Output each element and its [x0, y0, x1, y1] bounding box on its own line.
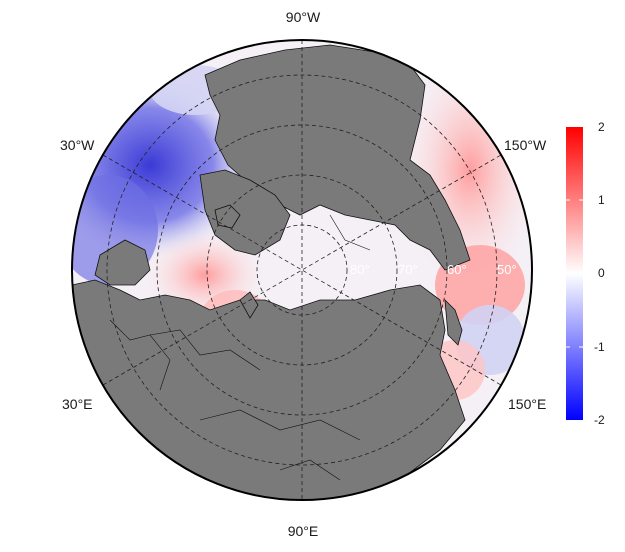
lat-circle-60	[156, 124, 448, 416]
colorbar-tick-neg1: -1	[594, 340, 605, 354]
land-eurasia	[72, 279, 466, 500]
land-masses	[72, 44, 471, 500]
land-novaya-zemlya	[239, 291, 259, 319]
colorbar-tick-2: 2	[598, 120, 605, 134]
lon-label-150w: 150°W	[504, 137, 547, 153]
land-scandinavia	[94, 239, 151, 286]
graticule	[102, 40, 502, 500]
colorbar-tick-neg2: -2	[594, 413, 605, 427]
lon-label-90w: 90°W	[286, 9, 321, 25]
land-greenland	[199, 169, 291, 256]
lon-label-30e: 30°E	[62, 396, 93, 412]
lon-label-150e: 150°E	[508, 396, 546, 412]
colorbar-tick-0: 0	[598, 266, 605, 280]
country-borders	[109, 214, 371, 481]
colorbar-tick-1: 1	[598, 193, 605, 207]
colorbar-gradient	[566, 127, 583, 420]
land-svalbard	[214, 204, 241, 229]
lon-label-30w: 30°W	[60, 137, 95, 153]
land-kamchatka	[444, 298, 463, 346]
map-border	[71, 39, 533, 501]
colorbar: 2 1 0 -1 -2	[566, 120, 605, 427]
lat-label-60: 60°	[447, 262, 467, 277]
lat-label-70: 70°	[398, 262, 418, 277]
lat-label-80: 80°	[350, 262, 370, 277]
lon-label-90e: 90°E	[288, 523, 319, 539]
colorbar-ticks	[566, 199, 583, 348]
lat-label-50: 50°	[497, 262, 517, 277]
